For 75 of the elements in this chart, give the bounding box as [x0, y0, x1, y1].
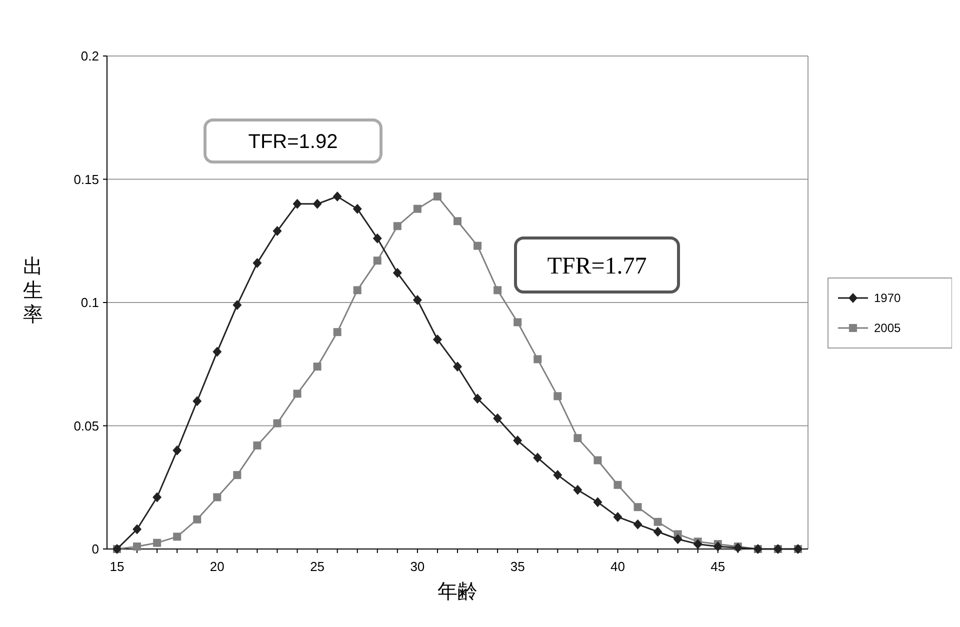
- point: [634, 503, 642, 512]
- point: [353, 286, 362, 294]
- point: [213, 493, 222, 502]
- point: [133, 542, 142, 551]
- legend-label: 1970: [874, 291, 902, 306]
- point: [233, 471, 242, 480]
- point: [152, 492, 162, 502]
- point: [312, 198, 322, 209]
- annotation: TFR=1.92: [248, 131, 338, 153]
- point: [192, 396, 202, 406]
- point: [393, 222, 402, 230]
- point: [673, 534, 682, 544]
- point: [392, 268, 402, 278]
- point: [573, 484, 582, 495]
- point: [333, 328, 342, 336]
- point: [614, 480, 622, 489]
- point: [513, 436, 522, 446]
- point: [373, 256, 382, 265]
- point: [594, 456, 602, 464]
- point: [633, 519, 642, 530]
- y-tick-label: 0: [92, 542, 99, 557]
- point: [493, 413, 502, 424]
- y-tick-label: 0.1: [80, 295, 99, 310]
- x-tick-label: 15: [110, 559, 124, 574]
- point: [132, 524, 142, 534]
- point: [433, 192, 442, 201]
- point: [332, 192, 342, 202]
- y-axis-title: 出生率: [23, 256, 43, 326]
- point: [713, 542, 722, 552]
- point: [593, 497, 602, 508]
- point: [474, 242, 482, 250]
- point: [253, 441, 262, 450]
- point: [273, 419, 282, 428]
- x-axis-title: 年齢: [438, 581, 478, 603]
- point: [454, 217, 462, 226]
- point: [574, 434, 582, 442]
- point: [232, 300, 242, 310]
- legend-label: 2005: [874, 321, 902, 336]
- point: [533, 452, 542, 463]
- point: [252, 258, 262, 268]
- point: [412, 295, 422, 306]
- point: [453, 362, 462, 372]
- point: [293, 390, 302, 398]
- point: [554, 392, 562, 400]
- point: [653, 526, 662, 537]
- point: [313, 362, 322, 371]
- point: [153, 538, 162, 547]
- x-tick-label: 25: [310, 559, 325, 574]
- y-tick-label: 0.15: [74, 172, 99, 187]
- point: [352, 204, 362, 214]
- point: [413, 204, 422, 213]
- point: [292, 198, 302, 209]
- x-tick-label: 30: [410, 559, 425, 574]
- x-tick-label: 45: [710, 559, 726, 574]
- point: [212, 346, 222, 357]
- point: [553, 470, 562, 480]
- point: [173, 532, 182, 541]
- x-tick-label: 40: [610, 559, 625, 574]
- point: [432, 334, 442, 344]
- point: [534, 355, 542, 364]
- point: [172, 445, 182, 456]
- x-tick-label: 20: [210, 559, 224, 574]
- point: [613, 512, 622, 522]
- point: [272, 226, 282, 236]
- y-tick-label: 0.2: [80, 48, 99, 64]
- y-tick-label: 0.05: [74, 418, 99, 434]
- point: [372, 233, 382, 244]
- annotation: TFR=1.77: [547, 253, 647, 280]
- point: [693, 539, 702, 550]
- point: [654, 518, 662, 526]
- point: [193, 515, 202, 524]
- x-tick-label: 35: [510, 559, 525, 574]
- point: [494, 286, 502, 294]
- point: [514, 318, 522, 326]
- point: [473, 394, 482, 404]
